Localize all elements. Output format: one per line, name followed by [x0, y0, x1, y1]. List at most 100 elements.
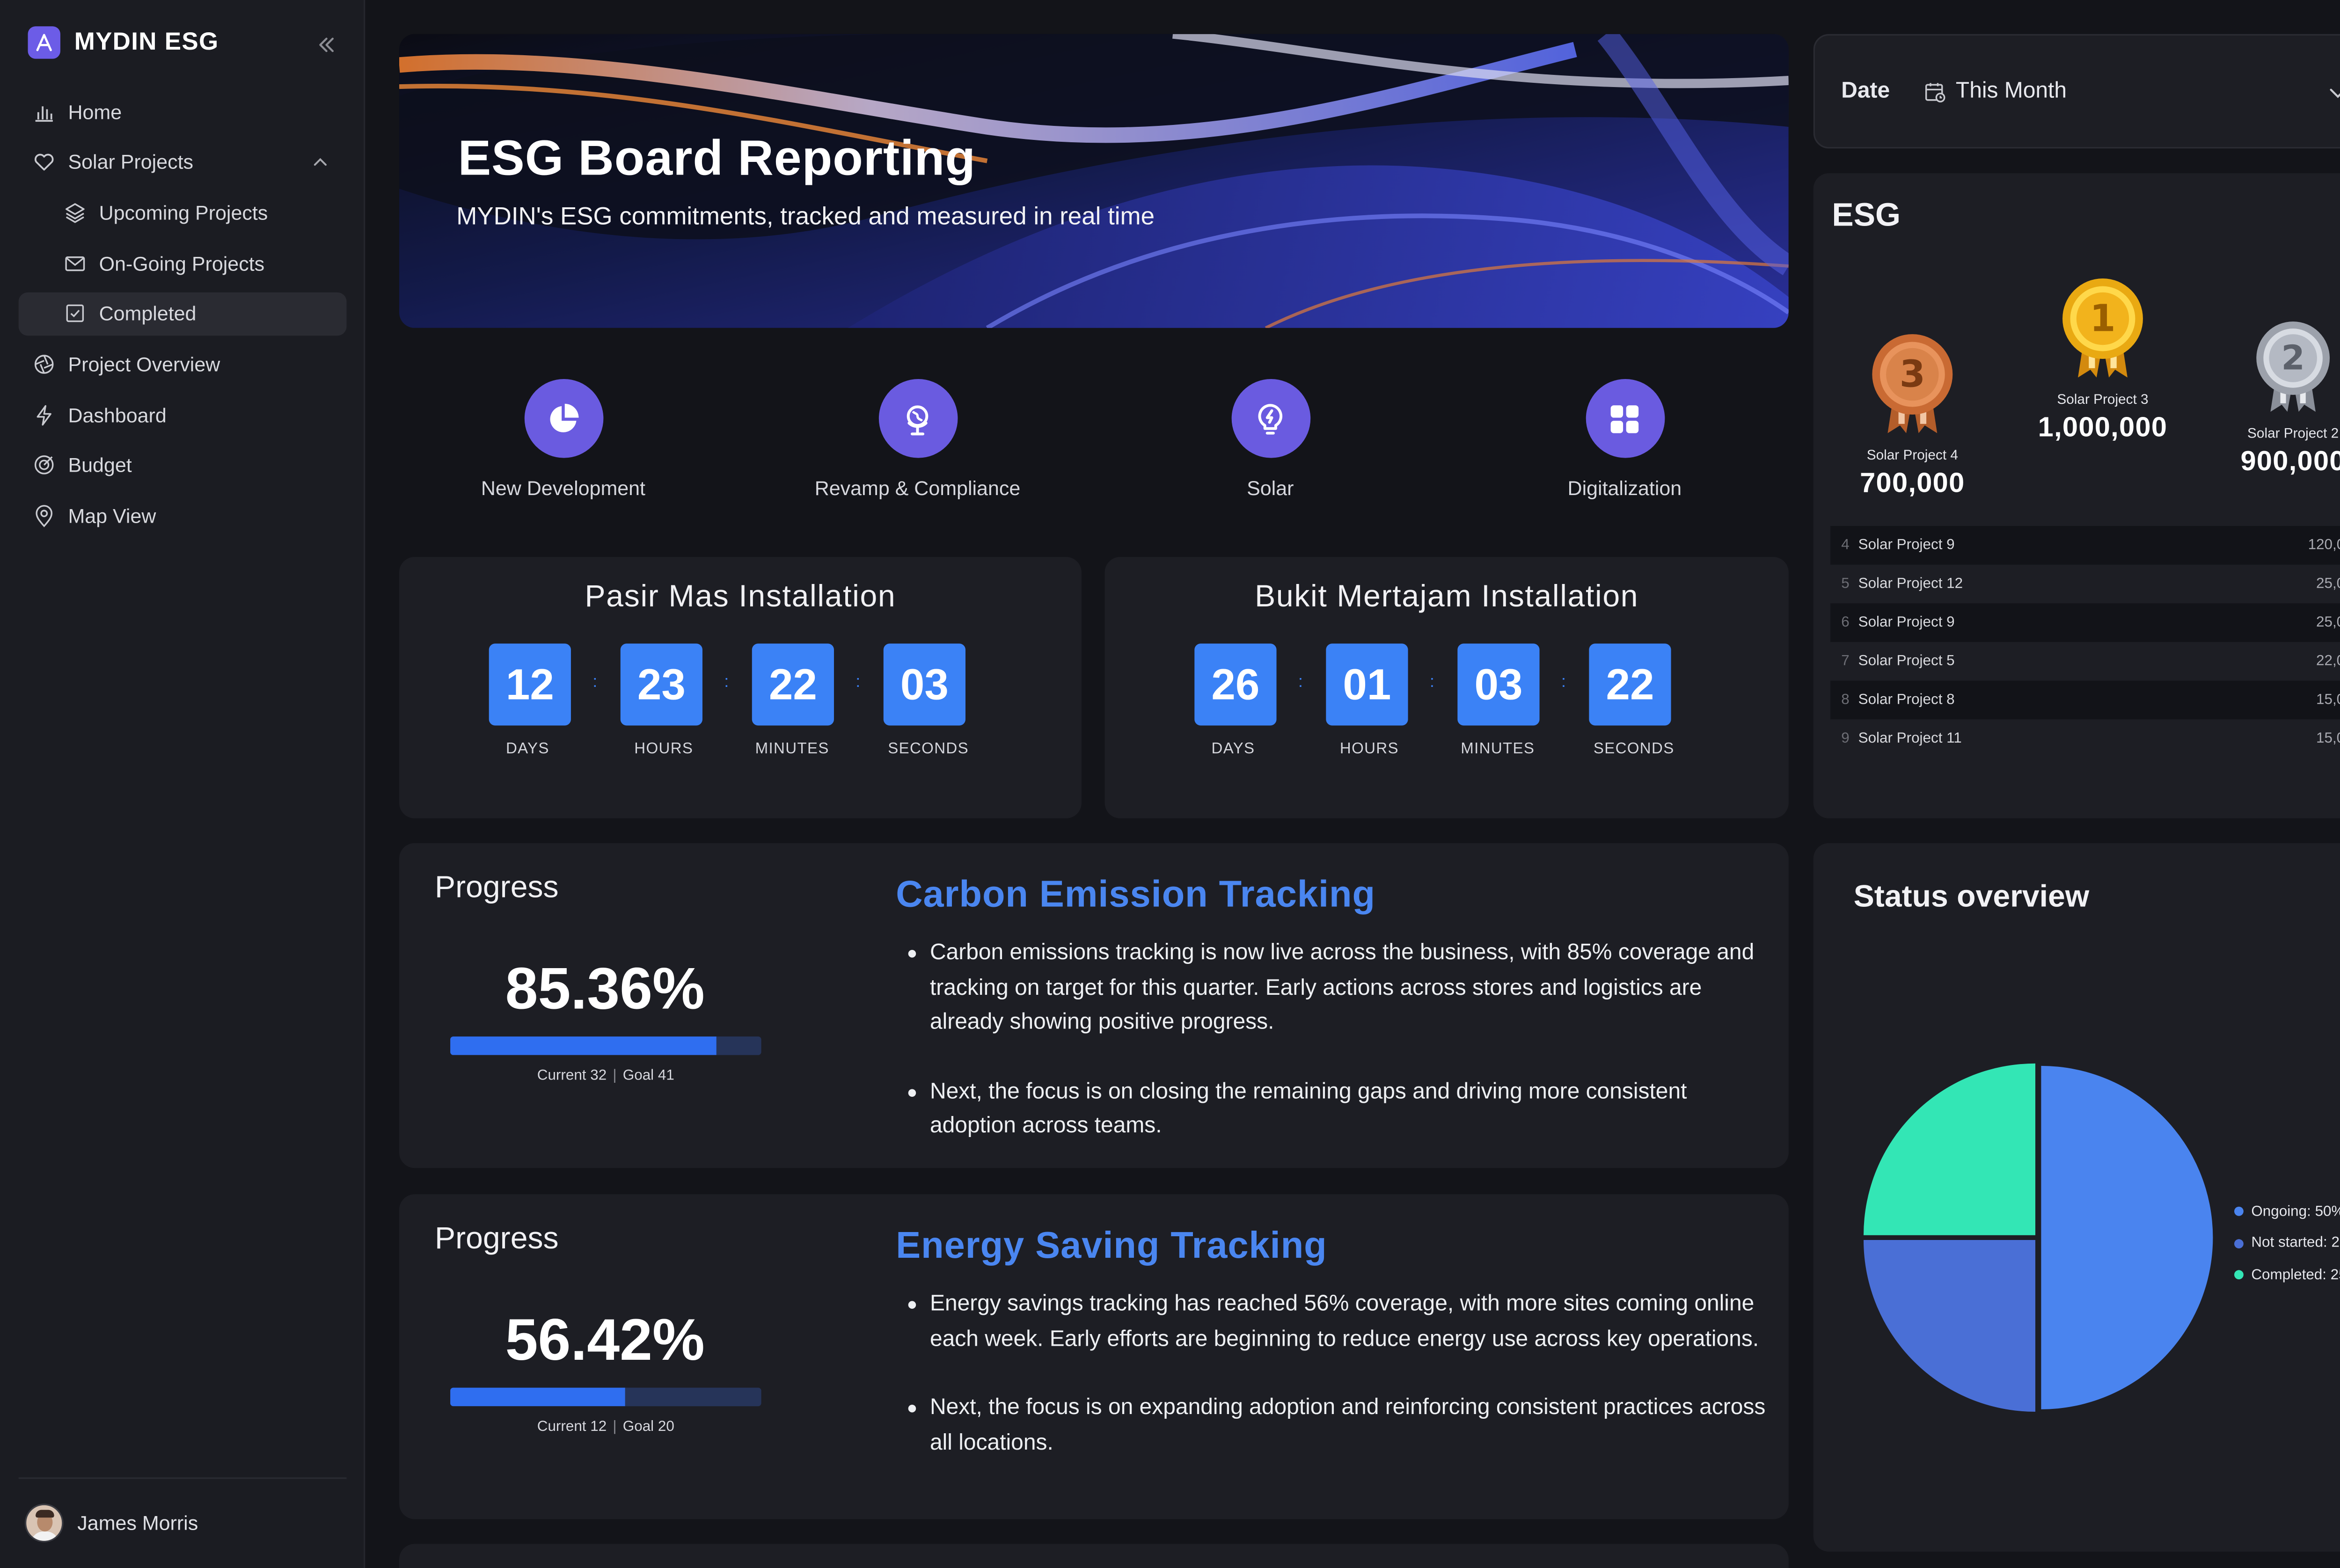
- countdown-separator: :: [592, 673, 598, 692]
- countdown-minutes: 22: [752, 643, 834, 726]
- pie-slice-ongoing[interactable]: [2041, 1065, 2213, 1409]
- category-shortcuts: New Development Revamp & Compliance Sola…: [399, 371, 1789, 526]
- podium-name: Solar Project 3: [2057, 391, 2149, 407]
- divider: [18, 1477, 347, 1479]
- chevron-down-icon[interactable]: [2327, 82, 2340, 103]
- rank-number: 9: [1841, 730, 1850, 747]
- table-row[interactable]: 8 Solar Project 8 15,000: [1830, 680, 2340, 720]
- countdown-unit-label: MINUTES: [755, 741, 829, 758]
- countdown-seconds: 22: [1589, 643, 1671, 726]
- lightning-bulb-icon: [1231, 379, 1310, 458]
- progress-current: Current 12: [537, 1418, 607, 1436]
- sidebar-item-project-overview[interactable]: Project Overview: [19, 343, 347, 386]
- list-item: Carbon emissions tracking is now live ac…: [905, 936, 1771, 1040]
- category-revamp-compliance[interactable]: Revamp & Compliance: [747, 371, 1088, 500]
- countdown-unit-label: HOURS: [1339, 741, 1399, 758]
- lightning-icon: [32, 403, 56, 427]
- countdown-unit-label: MINUTES: [1461, 741, 1535, 758]
- podium-value: 900,000: [2240, 445, 2340, 477]
- countdown-bukit-mertajam: Bukit Mertajam Installation 26 : 01 : 03…: [1104, 557, 1789, 818]
- table-row[interactable]: 7 Solar Project 5 22,000: [1830, 642, 2340, 681]
- legend-item: Completed: 25%: [2234, 1259, 2340, 1291]
- sidebar-item-label: Solar Projects: [68, 150, 194, 174]
- status-overview: Status overview Ongoing: 50% Not started…: [1813, 843, 2340, 1552]
- sidebar-item-label: Dashboard: [68, 403, 167, 427]
- rank-number: 7: [1841, 653, 1850, 670]
- countdown-separator: :: [1561, 673, 1566, 692]
- target-icon: [32, 454, 56, 477]
- tracker-title: Energy Saving Tracking: [896, 1225, 1327, 1267]
- silver-medal-icon: 2: [2256, 321, 2330, 412]
- table-row[interactable]: 5 Solar Project 12 25,000: [1830, 565, 2340, 604]
- category-new-development[interactable]: New Development: [393, 371, 733, 500]
- podium-rank-3: 3 Solar Project 4 700,000: [1820, 331, 2005, 500]
- podium-value: 1,000,000: [2038, 411, 2168, 443]
- countdown-unit-label: HOURS: [634, 741, 694, 758]
- podium-value: 700,000: [1860, 467, 1965, 498]
- collapse-sidebar-icon[interactable]: [314, 32, 339, 57]
- progress-goal: Goal 20: [622, 1418, 674, 1436]
- page-title: ESG Board Reporting: [458, 130, 976, 186]
- countdown-unit-label: SECONDS: [1593, 741, 1675, 758]
- avatar: [24, 1503, 64, 1543]
- sidebar-item-ongoing-projects[interactable]: On-Going Projects: [19, 241, 347, 285]
- progress-meta: Current 12 | Goal 20: [450, 1419, 761, 1436]
- user-name: James Morris: [77, 1511, 198, 1535]
- brand[interactable]: MYDIN ESG: [28, 26, 219, 59]
- countdown-title: Pasir Mas Installation: [585, 580, 896, 614]
- tracker-bullets: Carbon emissions tracking is now live ac…: [905, 936, 1771, 1178]
- countdown-unit-label: SECONDS: [888, 741, 969, 758]
- table-row[interactable]: 4 Solar Project 9 120,000: [1830, 526, 2340, 565]
- chart-legend: Ongoing: 50% Not started: 25% Completed:…: [2234, 1196, 2340, 1291]
- legend-item: Ongoing: 50%: [2234, 1196, 2340, 1228]
- date-filter[interactable]: Date This Month: [1813, 34, 2340, 149]
- project-name: Solar Project 9: [1858, 537, 1955, 554]
- table-row[interactable]: 6 Solar Project 9 25,000: [1830, 603, 2340, 642]
- category-label: New Development: [481, 476, 646, 500]
- svg-text:2: 2: [2281, 339, 2304, 378]
- legend-swatch: [2234, 1270, 2244, 1280]
- project-value: 120,000: [2308, 537, 2340, 554]
- legend-swatch: [2234, 1239, 2244, 1248]
- progress-bar: [450, 1387, 761, 1407]
- sidebar-item-map-view[interactable]: Map View: [19, 494, 347, 538]
- sidebar-item-label: Project Overview: [68, 352, 220, 376]
- list-item: Next, the focus is on closing the remain…: [905, 1074, 1771, 1144]
- list-item: Energy savings tracking has reached 56% …: [905, 1287, 1771, 1357]
- sidebar-item-solar-projects[interactable]: Solar Projects: [19, 140, 347, 184]
- sidebar-item-budget[interactable]: Budget: [19, 444, 347, 487]
- project-name: Solar Project 9: [1858, 614, 1955, 631]
- project-name: Solar Project 12: [1858, 575, 1963, 593]
- next-card-partial: [399, 1544, 1789, 1568]
- gold-medal-icon: 1: [2062, 278, 2143, 378]
- countdown-hours: 23: [620, 643, 702, 726]
- user-profile[interactable]: James Morris: [24, 1503, 198, 1543]
- sidebar-item-home[interactable]: Home: [19, 90, 347, 133]
- table-row[interactable]: 9 Solar Project 11 15,000: [1830, 719, 2340, 758]
- category-solar[interactable]: Solar: [1100, 371, 1441, 500]
- podium-rank-2: 2 Solar Project 2 900,000: [2200, 319, 2340, 478]
- project-value: 22,000: [2316, 653, 2340, 670]
- legend-item: Not started: 25%: [2234, 1227, 2340, 1259]
- sidebar-item-dashboard[interactable]: Dashboard: [19, 393, 347, 437]
- sidebar-item-label: Upcoming Projects: [99, 201, 268, 224]
- pie-slice-completed[interactable]: [1864, 1063, 2035, 1235]
- category-digitalization[interactable]: Digitalization: [1455, 371, 1795, 500]
- energy-saving-card: Progress 56.42% Current 12 | Goal 20 Energ…: [399, 1194, 1789, 1519]
- map-pin-icon: [32, 504, 56, 528]
- bar-chart-icon: [32, 100, 56, 123]
- chart-title: Status overview: [1853, 880, 2090, 914]
- category-label: Digitalization: [1567, 476, 1682, 500]
- project-name: Solar Project 11: [1858, 730, 1962, 747]
- countdown-separator: :: [724, 673, 729, 692]
- pie-chart-icon: [524, 379, 603, 458]
- countdown-hours: 01: [1326, 643, 1408, 726]
- svg-text:3: 3: [1900, 352, 1925, 396]
- svg-text:1: 1: [2090, 297, 2115, 340]
- sidebar-item-upcoming-projects[interactable]: Upcoming Projects: [19, 191, 347, 234]
- sidebar-item-completed[interactable]: Completed: [18, 292, 347, 335]
- chevron-up-icon[interactable]: [309, 151, 331, 173]
- podium-name: Solar Project 4: [1866, 447, 1958, 463]
- aperture-icon: [32, 353, 56, 376]
- pie-slice-not-started[interactable]: [1864, 1240, 2035, 1412]
